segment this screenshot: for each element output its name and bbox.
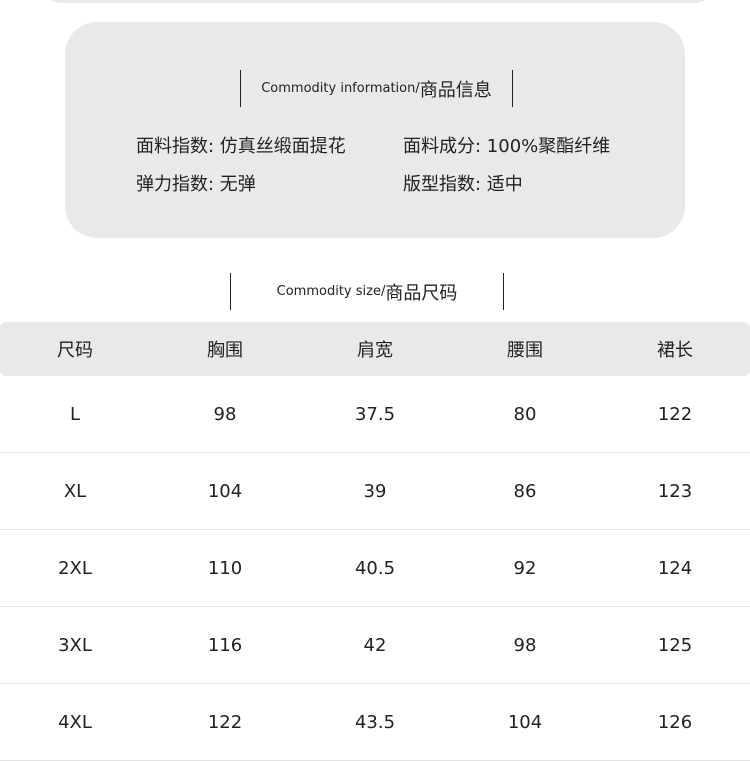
table-cell: 116 (150, 606, 300, 684)
table-cell: XL (0, 452, 150, 530)
table-row: XL 104 39 86 123 (0, 452, 750, 530)
table-row: 4XL 122 43.5 104 126 (0, 683, 750, 761)
table-row: 2XL 110 40.5 92 124 (0, 529, 750, 607)
table-cell: 4XL (0, 683, 150, 761)
previous-section-panel (40, 0, 716, 3)
commodity-info-panel (65, 22, 685, 238)
commodity-size-title: Commodity size/商品尺码 (230, 273, 504, 310)
table-cell: 123 (600, 452, 750, 530)
table-cell: 40.5 (300, 529, 450, 607)
table-cell: 126 (600, 683, 750, 761)
table-cell: 42 (300, 606, 450, 684)
table-cell: 122 (150, 683, 300, 761)
table-cell: 3XL (0, 606, 150, 684)
column-header: 胸围 (150, 322, 300, 376)
table-cell: 98 (150, 376, 300, 453)
table-row: L 98 37.5 80 122 (0, 376, 750, 453)
commodity-info-title: Commodity information/商品信息 (240, 70, 513, 107)
column-header: 腰围 (450, 322, 600, 376)
table-cell: 43.5 (300, 683, 450, 761)
table-cell: 125 (600, 606, 750, 684)
table-cell: 98 (450, 606, 600, 684)
table-cell: 124 (600, 529, 750, 607)
table-cell: 37.5 (300, 376, 450, 453)
table-cell: 86 (450, 452, 600, 530)
table-cell: 80 (450, 376, 600, 453)
info-field: 版型指数: 适中 (403, 174, 523, 195)
info-field: 面料成分: 100%聚酯纤维 (403, 136, 611, 157)
size-table: 尺码 胸围 肩宽 腰围 裙长 L 98 37.5 80 122 XL 104 39 86 123 2XL 11… (0, 322, 750, 761)
table-cell: 92 (450, 529, 600, 607)
table-cell: L (0, 376, 150, 453)
table-cell: 2XL (0, 529, 150, 607)
table-cell: 104 (450, 683, 600, 761)
info-field: 弹力指数: 无弹 (136, 174, 256, 195)
table-row: 3XL 116 42 98 125 (0, 606, 750, 684)
table-cell: 39 (300, 452, 450, 530)
column-header: 尺码 (0, 322, 150, 376)
info-field: 面料指数: 仿真丝缎面提花 (136, 136, 346, 157)
table-cell: 110 (150, 529, 300, 607)
column-header: 肩宽 (300, 322, 450, 376)
column-header: 裙长 (600, 322, 750, 376)
table-cell: 104 (150, 452, 300, 530)
table-cell: 122 (600, 376, 750, 453)
